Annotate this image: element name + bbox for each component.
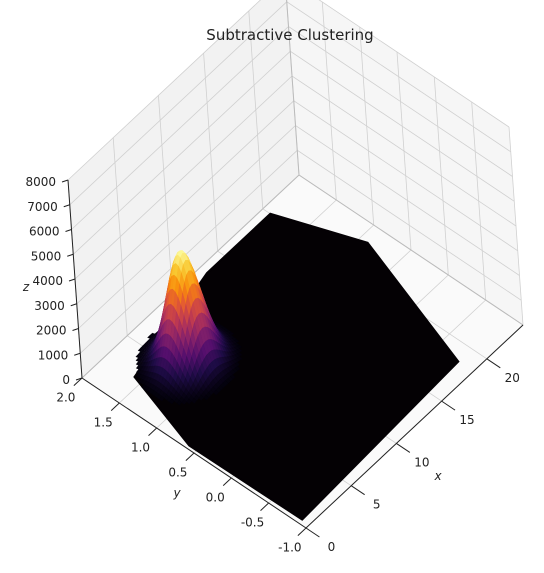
y-tick-label: 0.0 (206, 491, 225, 505)
y-tick-label: 1.5 (94, 416, 113, 430)
chart-title: Subtractive Clustering (206, 26, 373, 44)
x-tick-label: 15 (459, 413, 474, 427)
y-tick-mark (186, 453, 194, 461)
x-tick-mark (487, 359, 500, 368)
x-tick-mark (306, 528, 319, 537)
x-tick-mark (351, 486, 364, 495)
z-tick-label: 1000 (38, 348, 69, 362)
z-tick-mark (62, 180, 68, 182)
x-tick-label: 20 (505, 371, 520, 385)
z-tick-label: 3000 (34, 299, 65, 313)
y-tick-label: 2.0 (56, 391, 75, 405)
y-tick-mark (111, 403, 119, 411)
z-tick-label: 8000 (25, 175, 56, 189)
z-tick-mark (73, 329, 79, 331)
x-tick-label: 5 (373, 498, 381, 512)
y-tick-mark (149, 428, 157, 436)
y-axis-label: y (172, 486, 181, 500)
y-tick-label: -1.0 (278, 541, 301, 555)
x-tick-label: 10 (414, 455, 429, 469)
z-tick-mark (64, 205, 70, 207)
z-tick-label: 6000 (29, 225, 60, 239)
z-axis-label: z (22, 280, 30, 294)
z-tick-label: 4000 (32, 274, 63, 288)
x-tick-mark (396, 443, 409, 452)
y-tick-label: 1.0 (131, 441, 150, 455)
z-tick-mark (71, 304, 77, 306)
x-tick-label: 0 (328, 540, 336, 554)
z-tick-label: 0 (62, 373, 70, 387)
z-tick-mark (67, 254, 73, 256)
y-tick-mark (223, 478, 231, 486)
x-tick-mark (442, 401, 455, 410)
y-tick-label: -0.5 (241, 516, 264, 530)
y-tick-mark (261, 503, 269, 511)
x-axis-label: x (433, 469, 442, 483)
z-tick-label: 5000 (31, 249, 62, 263)
z-tick-mark (74, 353, 80, 355)
z-tick-mark (66, 230, 72, 232)
z-tick-label: 2000 (36, 324, 67, 338)
y-tick-mark (298, 528, 306, 536)
y-tick-label: 0.5 (168, 466, 187, 480)
z-tick-mark (69, 279, 75, 281)
z-tick-label: 7000 (27, 200, 58, 214)
